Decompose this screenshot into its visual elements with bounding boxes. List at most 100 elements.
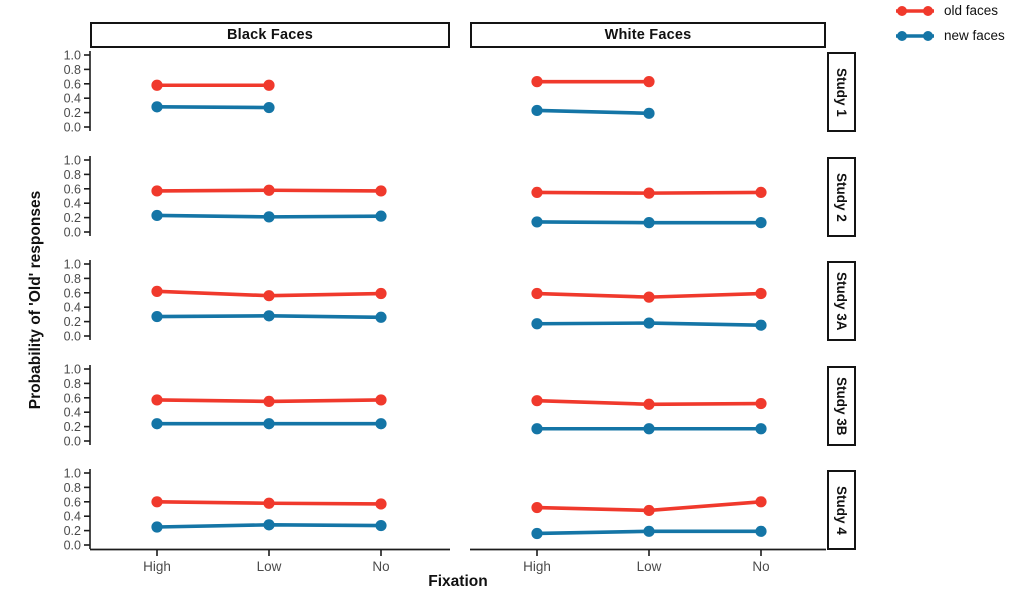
data-point-new-faces bbox=[643, 525, 655, 537]
panel-study-2-black-faces: 1.00.80.60.40.20.0 bbox=[64, 154, 387, 240]
panel-study-4-white-faces bbox=[531, 496, 767, 540]
y-axis-tick-label: 0.8 bbox=[64, 377, 81, 391]
y-axis-tick-label: 0.0 bbox=[64, 226, 81, 240]
data-point-new-faces bbox=[755, 217, 767, 229]
data-point-new-faces bbox=[531, 216, 543, 228]
panel-study-3a-white-faces bbox=[531, 287, 767, 331]
x-axis-tick-label: High bbox=[523, 559, 551, 574]
facet-row-strip-study-3b: Study 3B bbox=[827, 366, 856, 446]
legend-key-old-faces-icon bbox=[896, 5, 934, 16]
y-axis-tick-label: 0.8 bbox=[64, 481, 81, 495]
y-axis-tick-label: 0.4 bbox=[64, 301, 81, 315]
y-axis-tick-label: 0.6 bbox=[64, 77, 81, 91]
data-point-new-faces bbox=[151, 209, 163, 222]
y-axis-tick-label: 0.4 bbox=[64, 92, 81, 106]
y-axis-tick-label: 0.6 bbox=[64, 391, 81, 405]
data-point-new-faces bbox=[263, 519, 275, 531]
x-axis-title: Fixation bbox=[428, 573, 488, 590]
data-point-old-faces bbox=[375, 287, 387, 300]
data-point-new-faces bbox=[643, 217, 655, 229]
y-axis-tick-label: 0.4 bbox=[64, 197, 81, 211]
panel-study-2-white-faces bbox=[531, 186, 767, 229]
x-axis-black-faces: High Low No bbox=[90, 548, 450, 574]
legend-label-new-faces: new faces bbox=[944, 28, 1005, 43]
panel-study-3b-black-faces: 1.00.80.60.40.20.0 bbox=[64, 363, 387, 449]
data-point-new-faces bbox=[755, 423, 767, 435]
data-point-old-faces bbox=[531, 186, 543, 198]
series-line-new-faces bbox=[155, 105, 271, 110]
data-point-old-faces bbox=[151, 79, 163, 91]
data-point-new-faces bbox=[531, 527, 543, 540]
data-point-new-faces bbox=[263, 211, 275, 223]
data-point-old-faces bbox=[375, 185, 387, 197]
y-axis-tick-label: 0.2 bbox=[64, 315, 81, 329]
data-point-new-faces bbox=[263, 101, 275, 114]
panel-study-1-white-faces bbox=[531, 76, 655, 119]
data-point-old-faces bbox=[263, 290, 275, 302]
data-point-old-faces bbox=[151, 285, 163, 297]
legend-key-new-faces-icon bbox=[896, 30, 934, 41]
y-axis-tick-label: 0.8 bbox=[64, 272, 81, 286]
data-point-old-faces bbox=[375, 498, 387, 510]
data-point-old-faces bbox=[755, 397, 767, 410]
data-point-new-faces bbox=[375, 210, 387, 222]
facet-column-strip-black-faces: Black Faces bbox=[90, 22, 450, 48]
panel-study-3a-black-faces: 1.00.80.60.40.20.0 bbox=[64, 258, 387, 344]
y-axis-tick-label: 0.6 bbox=[64, 495, 81, 509]
data-point-old-faces bbox=[643, 187, 655, 199]
data-point-old-faces bbox=[643, 291, 655, 303]
y-axis-tick-label: 0.8 bbox=[64, 63, 81, 77]
data-point-new-faces bbox=[531, 104, 543, 117]
data-point-new-faces bbox=[151, 101, 163, 113]
panel-study-3b-white-faces bbox=[531, 395, 767, 435]
y-axis-title: Probability of 'Old' responses bbox=[27, 190, 44, 410]
data-point-new-faces bbox=[375, 311, 387, 323]
x-axis-tick-label: No bbox=[752, 559, 769, 574]
y-axis-tick-label: 0.0 bbox=[64, 121, 81, 135]
data-point-new-faces bbox=[263, 418, 275, 430]
y-axis-tick-label: 0.4 bbox=[64, 406, 81, 420]
data-point-new-faces bbox=[643, 423, 655, 435]
facet-column-strip-white-faces: White Faces bbox=[470, 22, 826, 48]
panel-study-1-black-faces: 1.00.80.60.40.20.0 bbox=[64, 49, 275, 135]
data-point-old-faces bbox=[755, 496, 767, 508]
data-point-old-faces bbox=[151, 185, 163, 197]
data-point-old-faces bbox=[643, 76, 655, 88]
facet-row-strip-study-2: Study 2 bbox=[827, 157, 856, 237]
x-axis-white-faces: High Low No bbox=[470, 548, 826, 574]
data-point-new-faces bbox=[151, 310, 163, 323]
x-axis-tick-label: Low bbox=[257, 559, 282, 574]
x-axis-tick-label: No bbox=[372, 559, 389, 574]
data-point-old-faces bbox=[531, 76, 543, 88]
y-axis-tick-label: 0.6 bbox=[64, 286, 81, 300]
data-point-new-faces bbox=[375, 519, 387, 532]
data-point-old-faces bbox=[643, 398, 655, 410]
data-point-old-faces bbox=[151, 394, 163, 406]
data-point-old-faces bbox=[755, 186, 767, 198]
y-axis-tick-label: 0.6 bbox=[64, 182, 81, 196]
data-point-old-faces bbox=[531, 287, 543, 300]
legend: old faces new faces bbox=[893, 0, 1005, 46]
data-point-old-faces bbox=[531, 501, 543, 514]
y-axis-tick-label: 1.0 bbox=[64, 49, 81, 63]
y-axis-tick-label: 0.0 bbox=[64, 435, 81, 449]
data-point-new-faces bbox=[531, 423, 543, 435]
y-axis-tick-label: 0.2 bbox=[64, 524, 81, 538]
data-point-old-faces bbox=[263, 497, 275, 509]
data-point-old-faces bbox=[375, 394, 387, 406]
data-point-new-faces bbox=[643, 317, 655, 329]
y-axis-tick-label: 1.0 bbox=[64, 258, 81, 272]
data-point-old-faces bbox=[755, 287, 767, 300]
data-point-new-faces bbox=[151, 418, 163, 430]
data-point-new-faces bbox=[755, 525, 767, 537]
y-axis-tick-label: 0.2 bbox=[64, 106, 81, 120]
data-point-new-faces bbox=[643, 107, 655, 119]
x-axis-tick-label: High bbox=[143, 559, 171, 574]
data-point-new-faces bbox=[531, 318, 543, 330]
facet-row-strip-study-4: Study 4 bbox=[827, 470, 856, 550]
y-axis-tick-label: 0.2 bbox=[64, 420, 81, 434]
legend-item-old-faces: old faces bbox=[893, 0, 1005, 21]
data-point-old-faces bbox=[643, 504, 655, 517]
data-point-old-faces bbox=[531, 395, 543, 407]
